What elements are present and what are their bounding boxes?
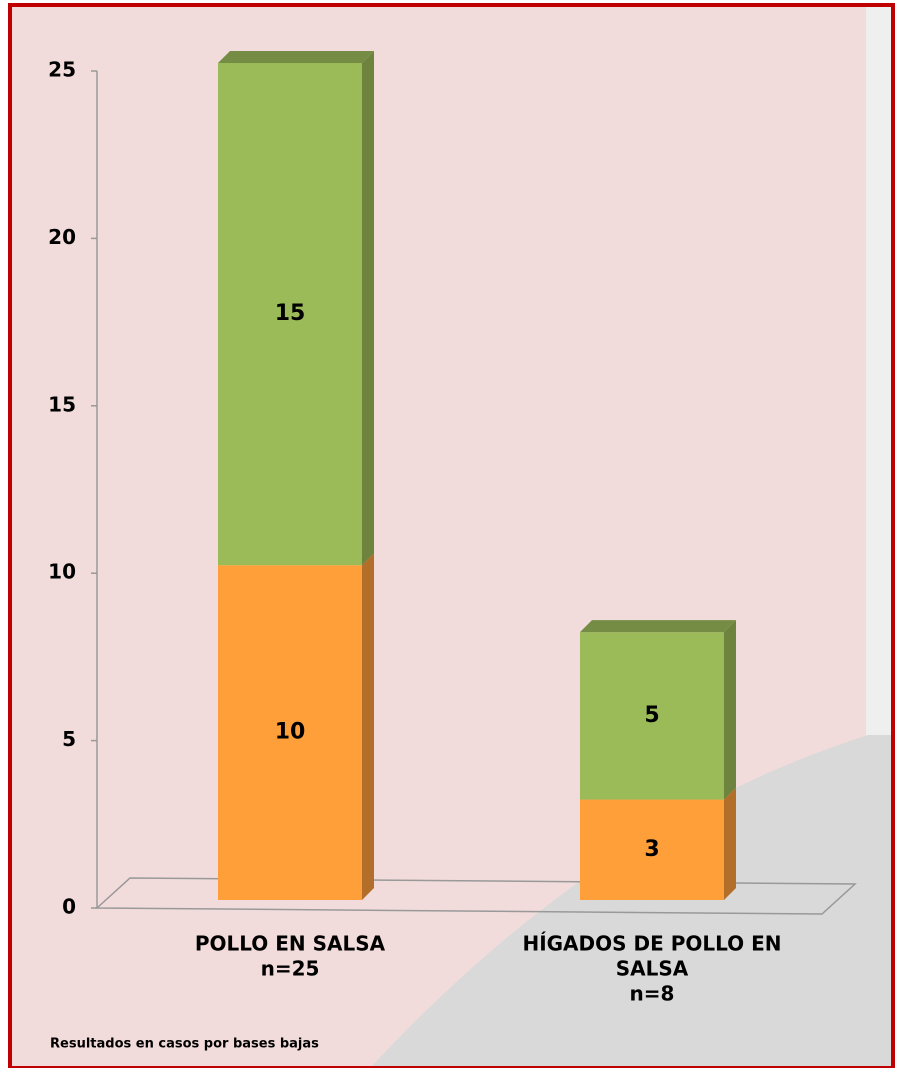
- bar-top: [580, 620, 736, 633]
- bar-side: [362, 51, 374, 566]
- data-label: 5: [644, 703, 659, 728]
- bar-segment: [580, 632, 724, 800]
- x-tick-label: POLLO EN SALSA: [195, 932, 386, 956]
- y-tick-label: 25: [48, 58, 76, 82]
- bar-segment: [218, 63, 362, 566]
- y-tick-label: 20: [48, 225, 76, 249]
- x-tick-label: n=25: [261, 957, 320, 981]
- floor: [95, 877, 857, 915]
- bar-side: [362, 553, 374, 900]
- y-tick-label: 15: [48, 392, 76, 416]
- y-tick-label: 5: [62, 727, 76, 751]
- bar-top: [218, 51, 374, 63]
- bar-side: [724, 620, 736, 800]
- data-label: 10: [275, 720, 306, 745]
- x-tick-label: SALSA: [616, 957, 689, 981]
- footnote: Resultados en casos por bases bajas: [50, 1037, 319, 1052]
- y-tick-label: 0: [62, 895, 76, 919]
- bar-side: [724, 787, 736, 900]
- data-label: 3: [644, 837, 659, 862]
- bar-segment: [218, 565, 362, 900]
- data-label: 15: [275, 301, 306, 326]
- x-tick-label: n=8: [630, 982, 675, 1006]
- y-tick-label: 10: [48, 560, 76, 584]
- x-tick-label: HÍGADOS DE POLLO EN: [522, 932, 781, 956]
- bar-segment: [580, 799, 724, 900]
- decor-shape: [370, 735, 893, 1068]
